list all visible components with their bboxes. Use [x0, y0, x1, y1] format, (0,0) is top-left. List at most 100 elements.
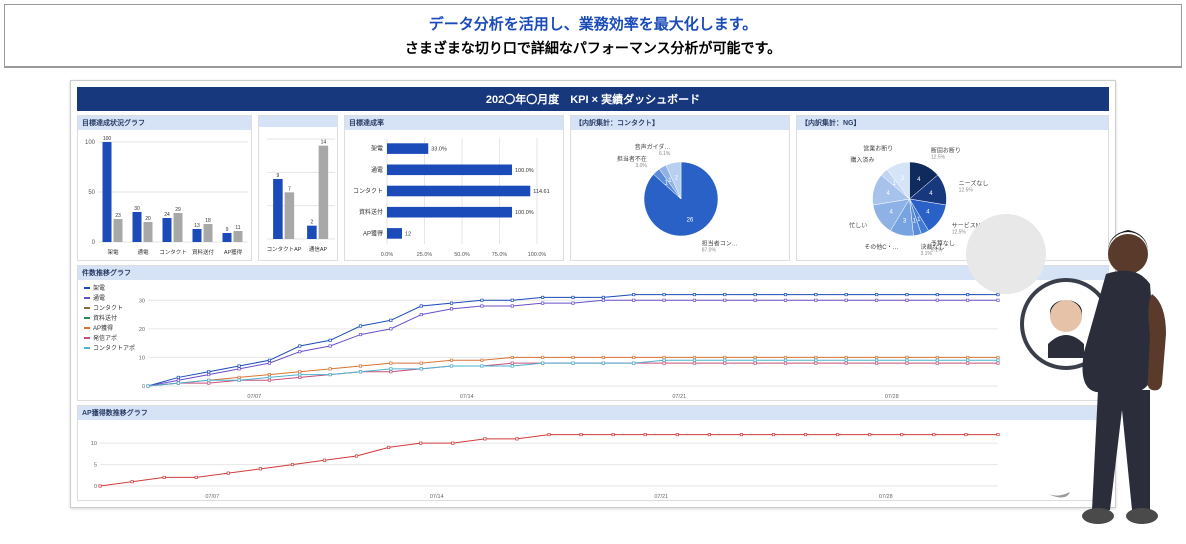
svg-text:3.0%: 3.0%	[635, 163, 647, 169]
svg-text:0.0%: 0.0%	[381, 252, 394, 258]
svg-text:断固お断り: 断固お断り	[931, 147, 961, 155]
svg-text:07/14: 07/14	[460, 394, 474, 400]
svg-text:AP獲得: AP獲得	[93, 324, 113, 332]
panel-line2: AP獲得数推移グラフ 051007/0707/1407/2107/28	[77, 405, 1109, 501]
svg-text:5: 5	[94, 463, 97, 469]
svg-text:30: 30	[134, 206, 140, 212]
svg-text:3.1%: 3.1%	[920, 251, 932, 257]
svg-text:6.1%: 6.1%	[659, 151, 671, 157]
svg-text:100: 100	[103, 136, 112, 142]
chart-pie2: 断固お断り12.5%4ニーズなし12.5%4サービスNG12.5%4予算なし3.…	[797, 130, 1022, 260]
svg-text:75.0%: 75.0%	[492, 252, 508, 258]
chart-bar2: 97コンタクトAP214通信AP	[259, 127, 339, 257]
svg-text:架電: 架電	[107, 249, 119, 256]
svg-text:30: 30	[139, 298, 145, 304]
svg-text:07/07: 07/07	[247, 394, 261, 400]
svg-text:100.0%: 100.0%	[515, 210, 534, 216]
svg-text:架電: 架電	[93, 284, 105, 292]
svg-text:23: 23	[115, 213, 121, 219]
svg-text:50: 50	[88, 190, 95, 196]
svg-text:コンタクトAP: コンタクトAP	[267, 245, 302, 253]
svg-text:07/14: 07/14	[430, 494, 444, 500]
svg-text:AP獲得: AP獲得	[224, 248, 243, 256]
svg-text:12.5%: 12.5%	[931, 155, 946, 161]
svg-text:114.61: 114.61	[533, 189, 549, 195]
svg-text:100: 100	[85, 140, 96, 146]
svg-text:12: 12	[405, 231, 411, 237]
svg-text:100.0%: 100.0%	[515, 168, 534, 174]
svg-text:音声ガイダ…: 音声ガイダ…	[635, 143, 671, 151]
svg-text:コンタクトアポ: コンタクトアポ	[93, 344, 135, 352]
svg-text:購入済み: 購入済み	[850, 156, 874, 164]
svg-text:資料送付: 資料送付	[359, 208, 383, 216]
svg-text:26: 26	[687, 217, 694, 223]
headline: データ分析を活用し、業務効率を最大化します。	[5, 13, 1181, 34]
svg-text:営業お断り: 営業お断り	[863, 145, 893, 153]
svg-text:07/28: 07/28	[885, 394, 899, 400]
svg-text:資料送付: 資料送付	[192, 248, 215, 256]
panel-line1-title: 件数推移グラフ	[78, 266, 1108, 280]
svg-text:コンタクト: コンタクト	[159, 248, 187, 256]
panel-hbar: 目標達成率 0.0% 25.0% 50.0% 75.0% 100.0% 架電 33.0% 通電…	[344, 115, 564, 261]
svg-text:10: 10	[139, 355, 145, 361]
chart-line2: 0 5 10 07/07 07/14 07/21 07/28	[78, 420, 1008, 500]
subhead: さまざまな切り口で詳細なパフォーマンス分析が可能です。	[5, 38, 1181, 58]
svg-text:通電: 通電	[93, 294, 105, 302]
svg-text:29: 29	[175, 207, 181, 213]
svg-text:33.0%: 33.0%	[431, 147, 447, 153]
svg-text:2: 2	[310, 220, 313, 226]
svg-text:11: 11	[235, 225, 240, 231]
svg-text:18: 18	[205, 218, 211, 224]
svg-text:サービスNG: サービスNG	[952, 222, 985, 230]
svg-text:その他C・…: その他C・…	[864, 243, 898, 251]
panel-pie2-title: 【内訳集計：NG】	[797, 116, 1108, 130]
svg-text:0: 0	[142, 384, 145, 390]
svg-text:0: 0	[94, 484, 97, 490]
svg-text:発信アポ: 発信アポ	[93, 334, 117, 342]
svg-text:決裁なし: 決裁なし	[920, 243, 944, 251]
svg-text:通電: 通電	[371, 166, 383, 174]
svg-text:10: 10	[91, 441, 97, 447]
panel-bar2: 97コンタクトAP214通信AP	[258, 115, 338, 261]
svg-text:07/28: 07/28	[879, 494, 893, 500]
svg-text:コンタクト: コンタクト	[353, 187, 383, 195]
svg-text:AP獲得: AP獲得	[363, 229, 383, 237]
svg-text:100.0%: 100.0%	[528, 252, 547, 258]
svg-text:13: 13	[194, 223, 200, 229]
svg-text:担当者コン…: 担当者コン…	[702, 240, 738, 248]
svg-text:9: 9	[276, 173, 279, 179]
svg-text:25.0%: 25.0%	[417, 252, 433, 258]
svg-text:07/07: 07/07	[205, 494, 219, 500]
dashboard-title: 202〇年〇月度 KPI × 実績ダッシュボード	[77, 87, 1109, 111]
chart-line1: 0 10 20 30 07/07 07/14 07/21 07/28 架電通電コンタクト資料送付…	[78, 280, 1008, 400]
svg-text:87.0%: 87.0%	[702, 248, 717, 254]
panel-pie1-title: 【内訳集計：コンタクト】	[571, 116, 789, 130]
panel-bar1: 目標達成状況グラフ 05010010023架電3020通電2429コンタクト13…	[77, 115, 252, 261]
svg-text:架電: 架電	[371, 145, 383, 153]
chart-pie1: 担当者コン…87.0%26担当者不在3.0%11音声ガイダ…6.1%2	[571, 130, 791, 260]
svg-text:14: 14	[321, 140, 327, 146]
svg-text:50.0%: 50.0%	[454, 252, 470, 258]
svg-text:12.5%: 12.5%	[952, 230, 967, 236]
svg-text:07/21: 07/21	[654, 494, 668, 500]
chart-bar1: 05010010023架電3020通電2429コンタクト1318資料送付911A…	[78, 130, 253, 260]
svg-text:24: 24	[164, 212, 170, 218]
svg-text:コンタクト: コンタクト	[93, 304, 123, 312]
svg-text:忙しい: 忙しい	[849, 222, 867, 230]
top-row: 目標達成状況グラフ 05010010023架電3020通電2429コンタクト13…	[77, 115, 1109, 261]
panel-pie2: 【内訳集計：NG】 断固お断り12.5%4ニーズなし12.5%4サービスNG12…	[796, 115, 1109, 261]
svg-text:資料送付: 資料送付	[93, 314, 117, 322]
svg-text:7: 7	[288, 186, 291, 192]
panel-hbar-title: 目標達成率	[345, 116, 563, 130]
svg-text:担当者不在: 担当者不在	[617, 155, 647, 163]
svg-text:通電: 通電	[137, 248, 149, 256]
svg-text:07/21: 07/21	[672, 394, 686, 400]
divider	[4, 67, 1182, 68]
panel-pie1: 【内訳集計：コンタクト】 担当者コン…87.0%26担当者不在3.0%11音声ガ…	[570, 115, 790, 261]
svg-text:20: 20	[139, 327, 145, 333]
svg-text:0: 0	[92, 240, 96, 246]
svg-text:9: 9	[226, 227, 229, 233]
svg-text:12.5%: 12.5%	[959, 187, 974, 193]
chart-hbar: 0.0% 25.0% 50.0% 75.0% 100.0% 架電 33.0% 通電 100.0%…	[345, 130, 565, 260]
panel-bar1-title: 目標達成状況グラフ	[78, 116, 251, 130]
